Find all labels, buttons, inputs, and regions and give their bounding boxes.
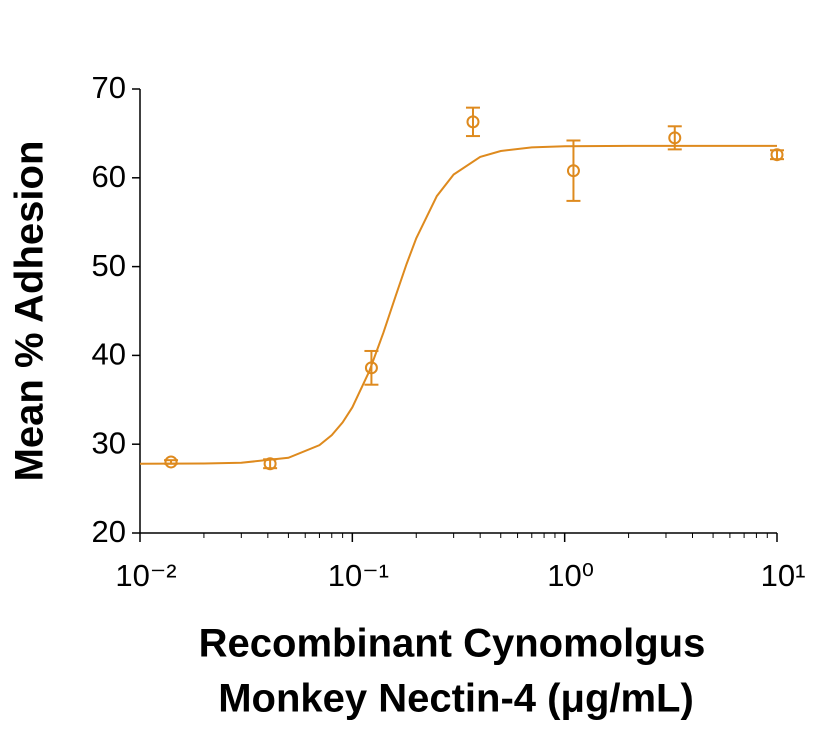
x-tick-label: 10⁻²	[115, 558, 176, 593]
data-point	[770, 148, 784, 162]
y-tick-label: 70	[92, 70, 126, 105]
x-tick-label: 10¹	[761, 558, 806, 593]
fit-curve	[139, 144, 777, 465]
y-axis-title: Mean % Adhesion	[8, 141, 52, 482]
data-point	[263, 457, 277, 471]
y-tick-label: 30	[92, 425, 126, 460]
data-point	[364, 361, 378, 375]
y-tick-label: 20	[92, 514, 126, 549]
data-point	[164, 455, 178, 469]
data-point	[566, 164, 580, 178]
data-point	[668, 131, 682, 145]
x-tick-label: 10⁻¹	[328, 558, 389, 593]
y-tick-label: 40	[92, 337, 126, 372]
x-tick-label: 10⁰	[547, 558, 594, 593]
y-tick-label: 50	[92, 248, 126, 283]
data-point	[466, 115, 480, 129]
y-tick-label: 60	[92, 159, 126, 194]
x-axis-title: Monkey Nectin-4 (μg/mL)	[218, 677, 694, 721]
x-axis-title: Recombinant Cynomolgus	[199, 622, 706, 666]
